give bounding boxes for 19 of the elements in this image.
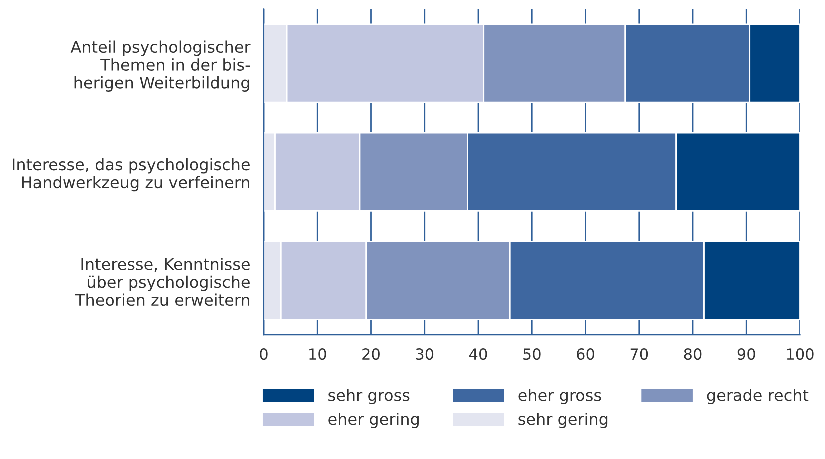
x-tick-label: 60 xyxy=(577,348,594,360)
x-tick-label: 70 xyxy=(630,348,648,360)
x-tick-label: 20 xyxy=(362,348,380,360)
x-tick-label: 90 xyxy=(738,348,756,360)
x-tick-label: 100 xyxy=(787,348,814,360)
legend-label: eher gering xyxy=(328,412,419,428)
y-tick-label: Anteil psychologischer Themen in der bis- herigen Weiterbildung xyxy=(70,40,251,92)
x-tick-label: 0 xyxy=(260,348,268,360)
legend-label: eher gross xyxy=(518,389,602,404)
x-tick-label: 50 xyxy=(524,348,541,360)
y-tick-label: Interesse, Kenntnisse über psychologische Theorien zu erweitern xyxy=(75,258,250,306)
legend-label: sehr gross xyxy=(328,389,410,404)
legend-label: sehr gering xyxy=(518,412,608,428)
legend-label: gerade recht xyxy=(707,389,809,404)
x-tick-label: 40 xyxy=(470,348,488,360)
x-tick-label: 30 xyxy=(416,348,434,360)
x-tick-label: 80 xyxy=(684,348,702,360)
x-tick-label: 10 xyxy=(310,348,326,360)
y-tick-label: Interesse, das psychologische Handwerkzeug zu verfeinern xyxy=(13,158,250,192)
